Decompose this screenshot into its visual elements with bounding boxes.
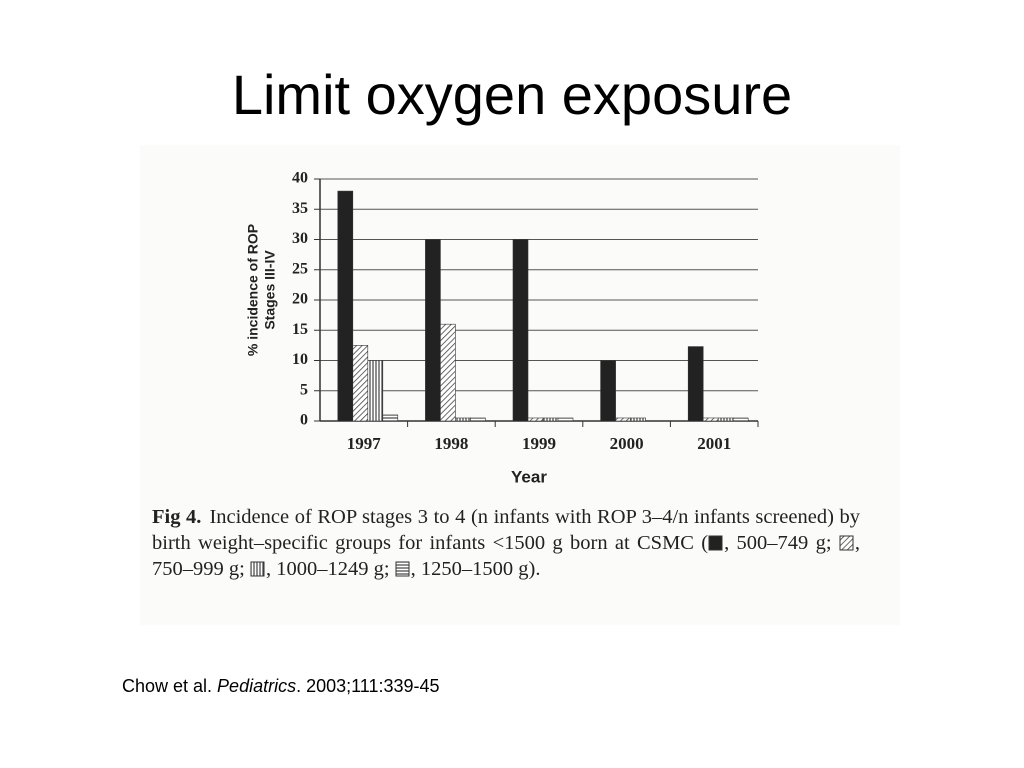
caption-text: ; [383,558,395,580]
bar [542,417,559,422]
x-tick-label: 1998 [434,434,468,453]
slide-title: Limit oxygen exposure [231,63,793,126]
bar [527,417,544,422]
y-tick-label: 40 [292,170,308,187]
y-tick-label: 20 [292,291,308,308]
x-tick-label: 2000 [610,434,644,453]
bar [600,360,616,422]
y-tick-label: 5 [300,381,308,398]
legend-entry: 1250–1500 g [420,558,529,580]
caption-text: , [410,558,421,580]
legend-swatch-fill [250,561,265,577]
y-axis-label: % incidence of ROP [245,224,261,356]
caption-text: Incidence of ROP stages 3 to 4 (n infant… [152,506,861,554]
caption-text: ). [528,558,541,580]
y-tick-label: 15 [292,321,308,338]
bar [440,323,456,422]
legend-entry: 750–999 g [152,558,240,580]
legend-swatch [839,535,854,551]
legend-swatch [250,561,265,577]
legend-entry: 500–749 g [736,532,826,554]
citation-authors: Chow et al. [122,676,218,696]
caption-text: ; [825,532,839,554]
bar [512,239,529,422]
x-tick-label: 1999 [522,434,556,453]
citation-details: . 2003;111:339-45 [296,676,440,696]
x-tick-label: 2001 [697,434,731,453]
bar [367,360,384,422]
bar [687,346,704,422]
bar [352,345,369,422]
bar [732,417,749,422]
y-tick-label: 10 [292,351,308,368]
legend-swatch-fill [839,535,854,551]
legend-swatch-fill [395,561,410,577]
bar [382,414,399,422]
y-tick-label: 0 [300,412,308,429]
legend-swatch-fill [708,535,723,551]
caption-text: , [265,558,277,580]
y-tick-label: 30 [292,230,308,247]
caption-text: ; [239,558,250,580]
bar [717,417,734,422]
bar [702,417,719,422]
bar [557,417,574,422]
bar [615,417,631,422]
caption-label: Fig 4. [152,506,202,528]
bar [470,417,486,422]
bar [337,190,354,422]
x-tick-label: 1997 [347,434,382,453]
citation: Chow et al. Pediatrics. 2003;111:339-45 [122,676,440,697]
x-axis-label: Year [511,467,547,486]
bar [425,239,441,422]
legend-entry: 1000–1249 g [276,558,384,580]
bar [630,417,646,422]
bar [455,417,471,422]
y-tick-label: 35 [292,200,308,217]
y-axis-label: Stages III-IV [262,250,278,330]
legend-swatch [395,561,410,577]
y-tick-label: 25 [292,260,308,277]
citation-journal: Pediatrics [217,676,297,696]
figure-caption: Fig 4. Incidence of ROP stages 3 to 4 (n … [152,504,860,582]
legend-swatch [708,535,723,551]
caption-text: , [724,532,737,554]
caption-text: , [854,532,860,554]
